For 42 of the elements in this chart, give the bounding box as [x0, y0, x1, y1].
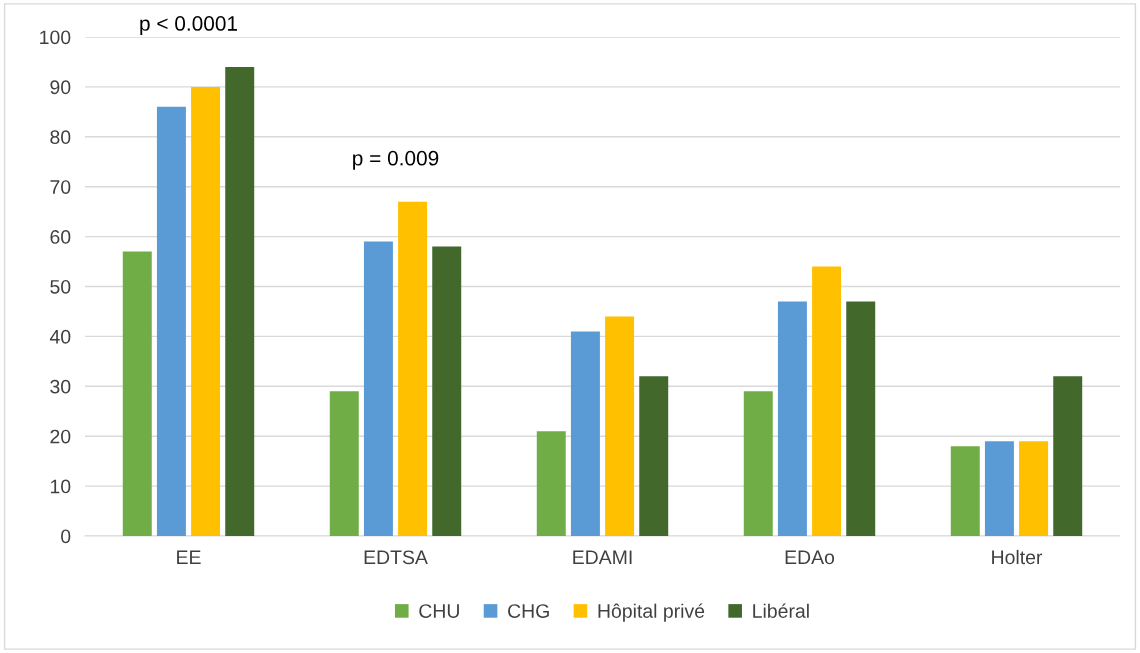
x-tick-label: EDTSA [364, 550, 428, 565]
bar [812, 266, 842, 536]
y-tick-label: 90 [50, 80, 71, 95]
y-tick-label: 60 [50, 230, 71, 244]
y-tick-label: 50 [50, 279, 71, 294]
bar [639, 376, 669, 536]
y-tick-label: 100 [40, 30, 71, 45]
bar [156, 106, 186, 536]
bar [1053, 376, 1083, 536]
y-tick-label: 10 [50, 479, 71, 494]
bar [225, 66, 255, 536]
y-tick-label: 0 [61, 529, 71, 544]
bar [777, 301, 807, 536]
bar [846, 301, 876, 536]
bar [398, 201, 428, 536]
legend-label: Libéral [753, 603, 809, 618]
y-tick-label: 40 [49, 329, 71, 344]
y-tick-label: 20 [50, 429, 71, 444]
x-tick-label: EDAMI [573, 550, 632, 564]
bar [432, 246, 462, 536]
annotation: p = 0.009 [353, 150, 439, 170]
legend-label: Hôpital privé [598, 603, 705, 622]
bar [122, 251, 152, 536]
y-tick-label: 80 [50, 130, 71, 145]
bar [605, 316, 635, 536]
bar [984, 441, 1014, 536]
bar [950, 446, 980, 536]
y-tick-label: 30 [50, 379, 71, 394]
y-tick-label: 70 [50, 180, 71, 194]
bar [191, 86, 221, 536]
bar [1019, 441, 1049, 536]
bar [329, 391, 359, 536]
x-tick-label: EE [177, 550, 201, 564]
bar [570, 331, 600, 536]
bar [536, 431, 566, 536]
x-tick-label: EDAo [785, 550, 835, 565]
x-tick-label: Holter [992, 549, 1043, 565]
text: p < 0.0001 [140, 16, 238, 35]
bar [363, 241, 393, 536]
legend-label: CHG [508, 604, 549, 618]
legend-label: CHU [419, 604, 459, 618]
bar [743, 391, 773, 536]
